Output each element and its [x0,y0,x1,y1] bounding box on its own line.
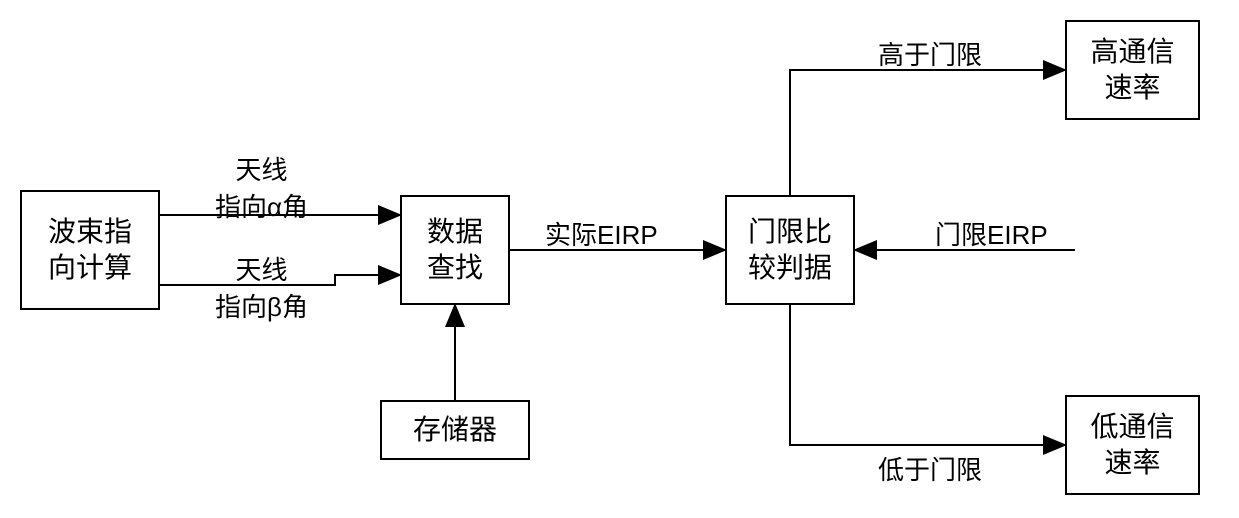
node-threshold: 门限比较判据 [725,195,855,305]
label-text: 天线指向β角 [215,255,308,322]
edge-label-actual-eirp: 实际EIRP [545,215,658,252]
node-label: 存储器 [413,412,497,448]
label-text: 天线指向α角 [215,155,308,222]
node-label: 门限比较判据 [748,214,832,287]
label-text: 实际EIRP [545,220,658,250]
label-text: 低于门限 [878,455,982,485]
edge-label-beta: 天线指向β角 [215,250,308,324]
edge-label-above: 高于门限 [878,35,982,72]
node-label: 低通信速率 [1090,409,1174,482]
node-beam-calc: 波束指向计算 [20,190,160,310]
label-text: 门限EIRP [935,220,1048,250]
edge-label-threshold-eirp: 门限EIRP [935,215,1048,252]
edge-below [790,305,1065,445]
node-label: 波束指向计算 [48,214,132,287]
edge-label-alpha: 天线指向α角 [215,150,308,224]
edge-above [790,70,1065,195]
node-low-rate: 低通信速率 [1065,395,1200,495]
flowchart-edges [0,0,1239,518]
node-data-lookup: 数据查找 [400,195,510,305]
label-text: 高于门限 [878,40,982,70]
node-high-rate: 高通信速率 [1065,20,1200,120]
node-memory: 存储器 [380,400,530,460]
node-label: 数据查找 [427,214,483,287]
edge-label-below: 低于门限 [878,450,982,487]
node-label: 高通信速率 [1090,34,1174,107]
